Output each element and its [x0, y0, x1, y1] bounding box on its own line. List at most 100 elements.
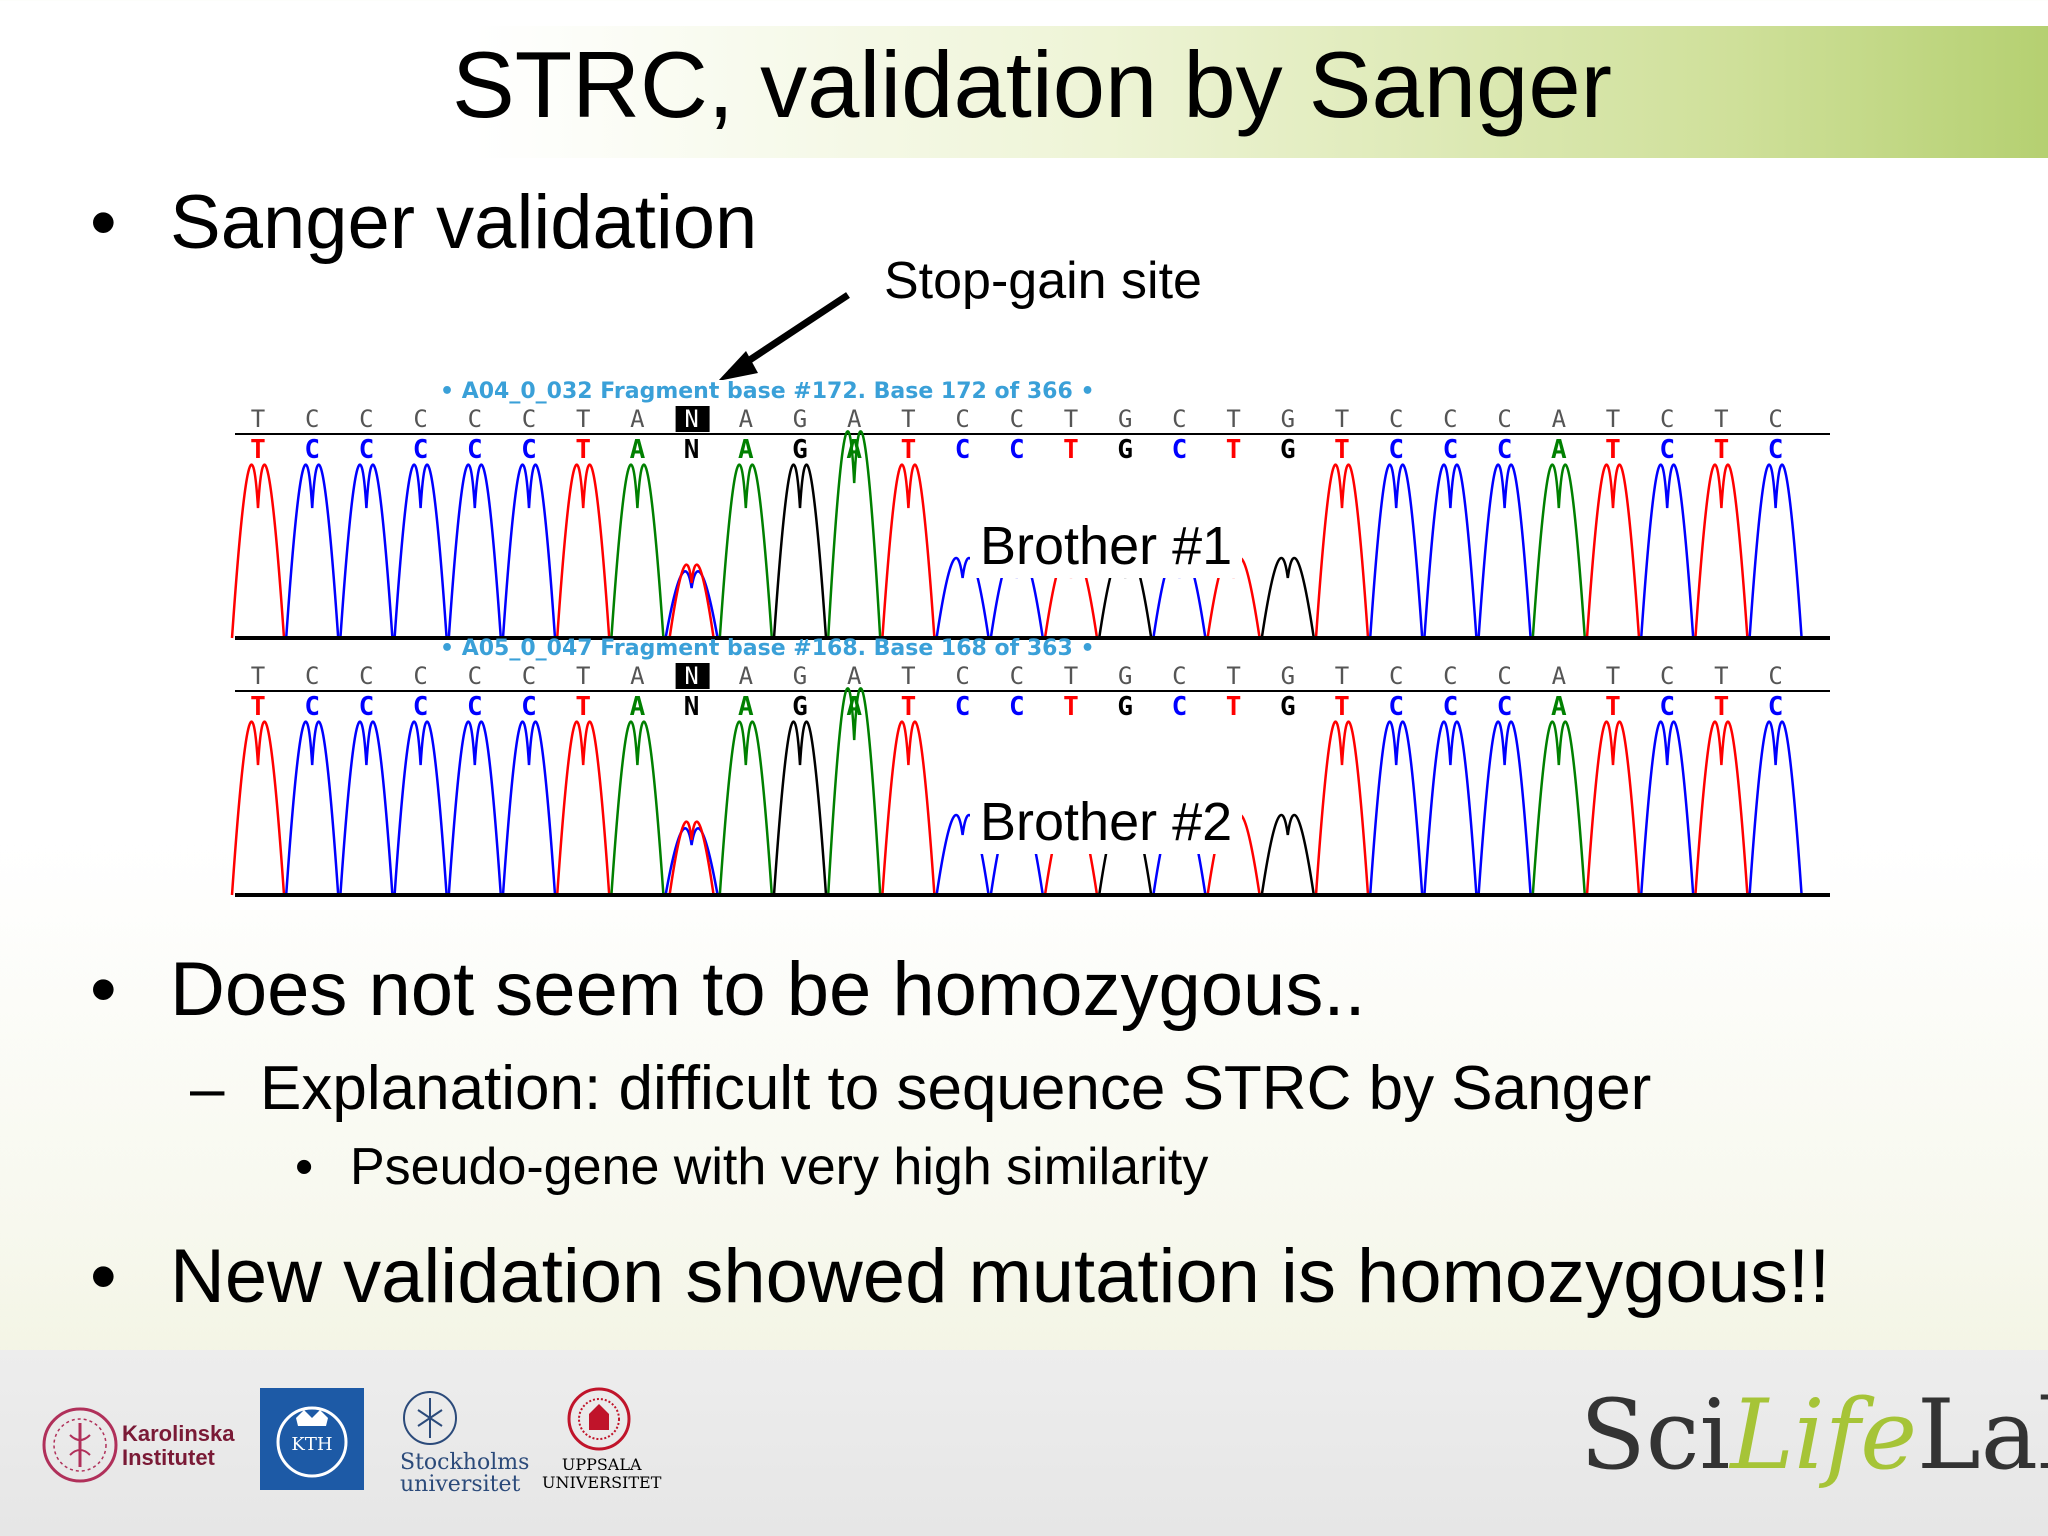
trace-peak: [935, 556, 990, 639]
edited-base: C: [304, 692, 320, 722]
dash-mark: –: [190, 1054, 225, 1123]
edited-base: G: [1280, 692, 1296, 722]
called-base: T: [1714, 405, 1728, 433]
called-base-highlight: [675, 406, 710, 432]
edited-base: T: [1063, 435, 1079, 465]
edited-base: T: [1334, 692, 1350, 722]
bullet-dot: •: [295, 1138, 314, 1196]
trace-peak: [230, 463, 286, 639]
edited-base: T: [1226, 435, 1242, 465]
edited-base: C: [1443, 692, 1459, 722]
called-base: N: [684, 405, 698, 433]
called-base: C: [305, 662, 319, 690]
chromatogram-panel: • A04_0_032 Fragment base #172. Base 172…: [230, 379, 1830, 910]
uppsala-seal-icon: [567, 1387, 631, 1451]
edited-base: C: [955, 435, 971, 465]
trace-peak: [664, 570, 719, 639]
trace-peak: [881, 463, 936, 639]
called-base: T: [1606, 405, 1620, 433]
bullet-text: New validation showed mutation is homozy…: [170, 1234, 1831, 1319]
bullet-dot: •: [90, 180, 117, 265]
trace-peak: [772, 720, 828, 896]
edited-base: T: [1334, 435, 1350, 465]
called-base: G: [793, 405, 807, 433]
called-base: T: [1335, 662, 1349, 690]
edited-base: C: [1768, 692, 1784, 722]
trace-peak: [1097, 556, 1153, 639]
called-base: T: [1064, 405, 1078, 433]
called-base: G: [1118, 405, 1132, 433]
trace-peak: [1423, 463, 1478, 639]
called-base: T: [1606, 662, 1620, 690]
trace-peak: [284, 463, 340, 639]
edited-base: N: [684, 692, 700, 722]
karolinska-seal-icon: [42, 1407, 118, 1483]
edited-base: G: [792, 435, 808, 465]
edited-base: C: [1172, 435, 1188, 465]
called-base: T: [1064, 662, 1078, 690]
called-base: C: [522, 405, 536, 433]
called-base: C: [1497, 405, 1511, 433]
called-base: A: [739, 662, 754, 690]
brother-1-label: Brother #1: [970, 514, 1243, 578]
edited-base: T: [1063, 692, 1079, 722]
called-base: A: [630, 405, 645, 433]
edited-base: C: [1497, 435, 1513, 465]
trace-peak: [1043, 556, 1099, 639]
trace-peak: [1152, 556, 1207, 639]
called-base: T: [576, 405, 590, 433]
trace-header: • A04_0_032 Fragment base #172. Base 172…: [440, 380, 1095, 404]
trace-peak: [1531, 463, 1587, 639]
called-base: C: [305, 405, 319, 433]
arrow-icon: [718, 292, 850, 381]
sub-sub-bullet-pseudogene: • Pseudo-gene with very high similarity: [295, 1135, 1208, 1199]
called-base: C: [468, 405, 482, 433]
trace-peak: [1206, 556, 1261, 639]
called-base: A: [739, 405, 754, 433]
edited-base: C: [1768, 435, 1784, 465]
edited-base: C: [1172, 692, 1188, 722]
trace-peak: [1694, 463, 1749, 639]
called-base: C: [1660, 662, 1674, 690]
uu-label: UPPSALA UNIVERSITET: [542, 1455, 662, 1492]
karolinska-logo-text: Karolinska Institutet: [122, 1422, 235, 1470]
edited-base: T: [250, 692, 266, 722]
called-base: C: [955, 405, 969, 433]
trace-peak: [610, 720, 665, 896]
edited-base: C: [304, 435, 320, 465]
edited-base: C: [1388, 692, 1404, 722]
called-base: C: [1443, 405, 1457, 433]
called-base: C: [413, 405, 427, 433]
edited-base: A: [1551, 435, 1567, 465]
edited-base: G: [792, 692, 808, 722]
called-base: N: [684, 662, 698, 690]
trace-peak: [1639, 463, 1695, 639]
trace-peak: [1694, 720, 1749, 896]
edited-base: A: [738, 692, 754, 722]
edited-base: C: [521, 435, 537, 465]
trace-peak: [1477, 720, 1532, 896]
edited-base: T: [1226, 692, 1242, 722]
edited-base: T: [1714, 435, 1730, 465]
edited-base: C: [413, 435, 429, 465]
trace-peak: [555, 720, 611, 896]
chromatogram-svg: • A04_0_032 Fragment base #172. Base 172…: [230, 379, 1830, 897]
trace-peak: [668, 563, 715, 639]
called-base: C: [1389, 662, 1403, 690]
called-base: C: [1389, 405, 1403, 433]
edited-base: A: [738, 435, 754, 465]
trace-peak: [1639, 720, 1695, 896]
trace-peak: [1585, 463, 1641, 639]
edited-base: C: [1659, 692, 1675, 722]
called-base: C: [1010, 405, 1024, 433]
edited-base: G: [1117, 692, 1133, 722]
edited-base: C: [1659, 435, 1675, 465]
called-base: C: [955, 662, 969, 690]
edited-base: C: [467, 435, 483, 465]
called-base: T: [1226, 405, 1240, 433]
called-base: C: [1768, 405, 1782, 433]
called-base: T: [1226, 662, 1240, 690]
edited-base: T: [575, 692, 591, 722]
edited-base: C: [413, 692, 429, 722]
called-base: T: [901, 405, 915, 433]
